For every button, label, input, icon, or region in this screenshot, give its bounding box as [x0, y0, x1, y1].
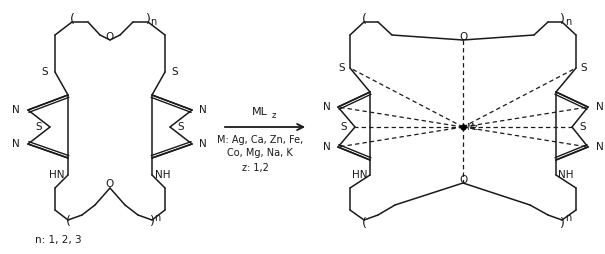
Text: O: O	[459, 175, 467, 185]
Text: ): )	[149, 215, 154, 229]
Text: n: 1, 2, 3: n: 1, 2, 3	[35, 235, 82, 245]
Text: N: N	[323, 142, 331, 152]
Text: N: N	[12, 139, 20, 149]
Text: ): )	[560, 216, 564, 230]
Text: ): )	[146, 12, 151, 25]
Text: N: N	[199, 139, 207, 149]
Text: n: n	[565, 213, 571, 223]
Text: n: n	[150, 17, 156, 27]
Text: N: N	[596, 142, 604, 152]
Text: O: O	[106, 32, 114, 42]
Text: HN: HN	[352, 170, 368, 180]
Text: N: N	[12, 105, 20, 115]
Text: z: 1,2: z: 1,2	[241, 163, 269, 173]
Text: z: z	[272, 110, 276, 119]
Text: O: O	[459, 32, 467, 42]
Text: Co, Mg, Na, K: Co, Mg, Na, K	[227, 148, 293, 158]
Text: (: (	[65, 215, 70, 229]
Text: n: n	[565, 17, 571, 27]
Text: n: n	[154, 213, 160, 223]
Text: S: S	[178, 122, 185, 132]
Text: S: S	[36, 122, 42, 132]
Text: S: S	[172, 67, 178, 77]
Text: (: (	[70, 12, 74, 25]
Text: NH: NH	[155, 170, 171, 180]
Text: HN: HN	[49, 170, 65, 180]
Text: M: Ag, Ca, Zn, Fe,: M: Ag, Ca, Zn, Fe,	[217, 135, 303, 145]
Text: S: S	[341, 122, 347, 132]
Text: N: N	[199, 105, 207, 115]
Text: Mz: Mz	[466, 122, 477, 132]
Text: S: S	[581, 63, 587, 73]
Text: ): )	[560, 12, 564, 25]
Text: NH: NH	[558, 170, 574, 180]
Text: (: (	[362, 216, 367, 230]
Text: S: S	[42, 67, 48, 77]
Text: O: O	[106, 179, 114, 189]
Text: N: N	[323, 102, 331, 112]
Text: ML: ML	[252, 107, 268, 117]
Text: N: N	[596, 102, 604, 112]
Text: S: S	[580, 122, 586, 132]
Text: S: S	[339, 63, 345, 73]
Text: (: (	[362, 12, 367, 25]
